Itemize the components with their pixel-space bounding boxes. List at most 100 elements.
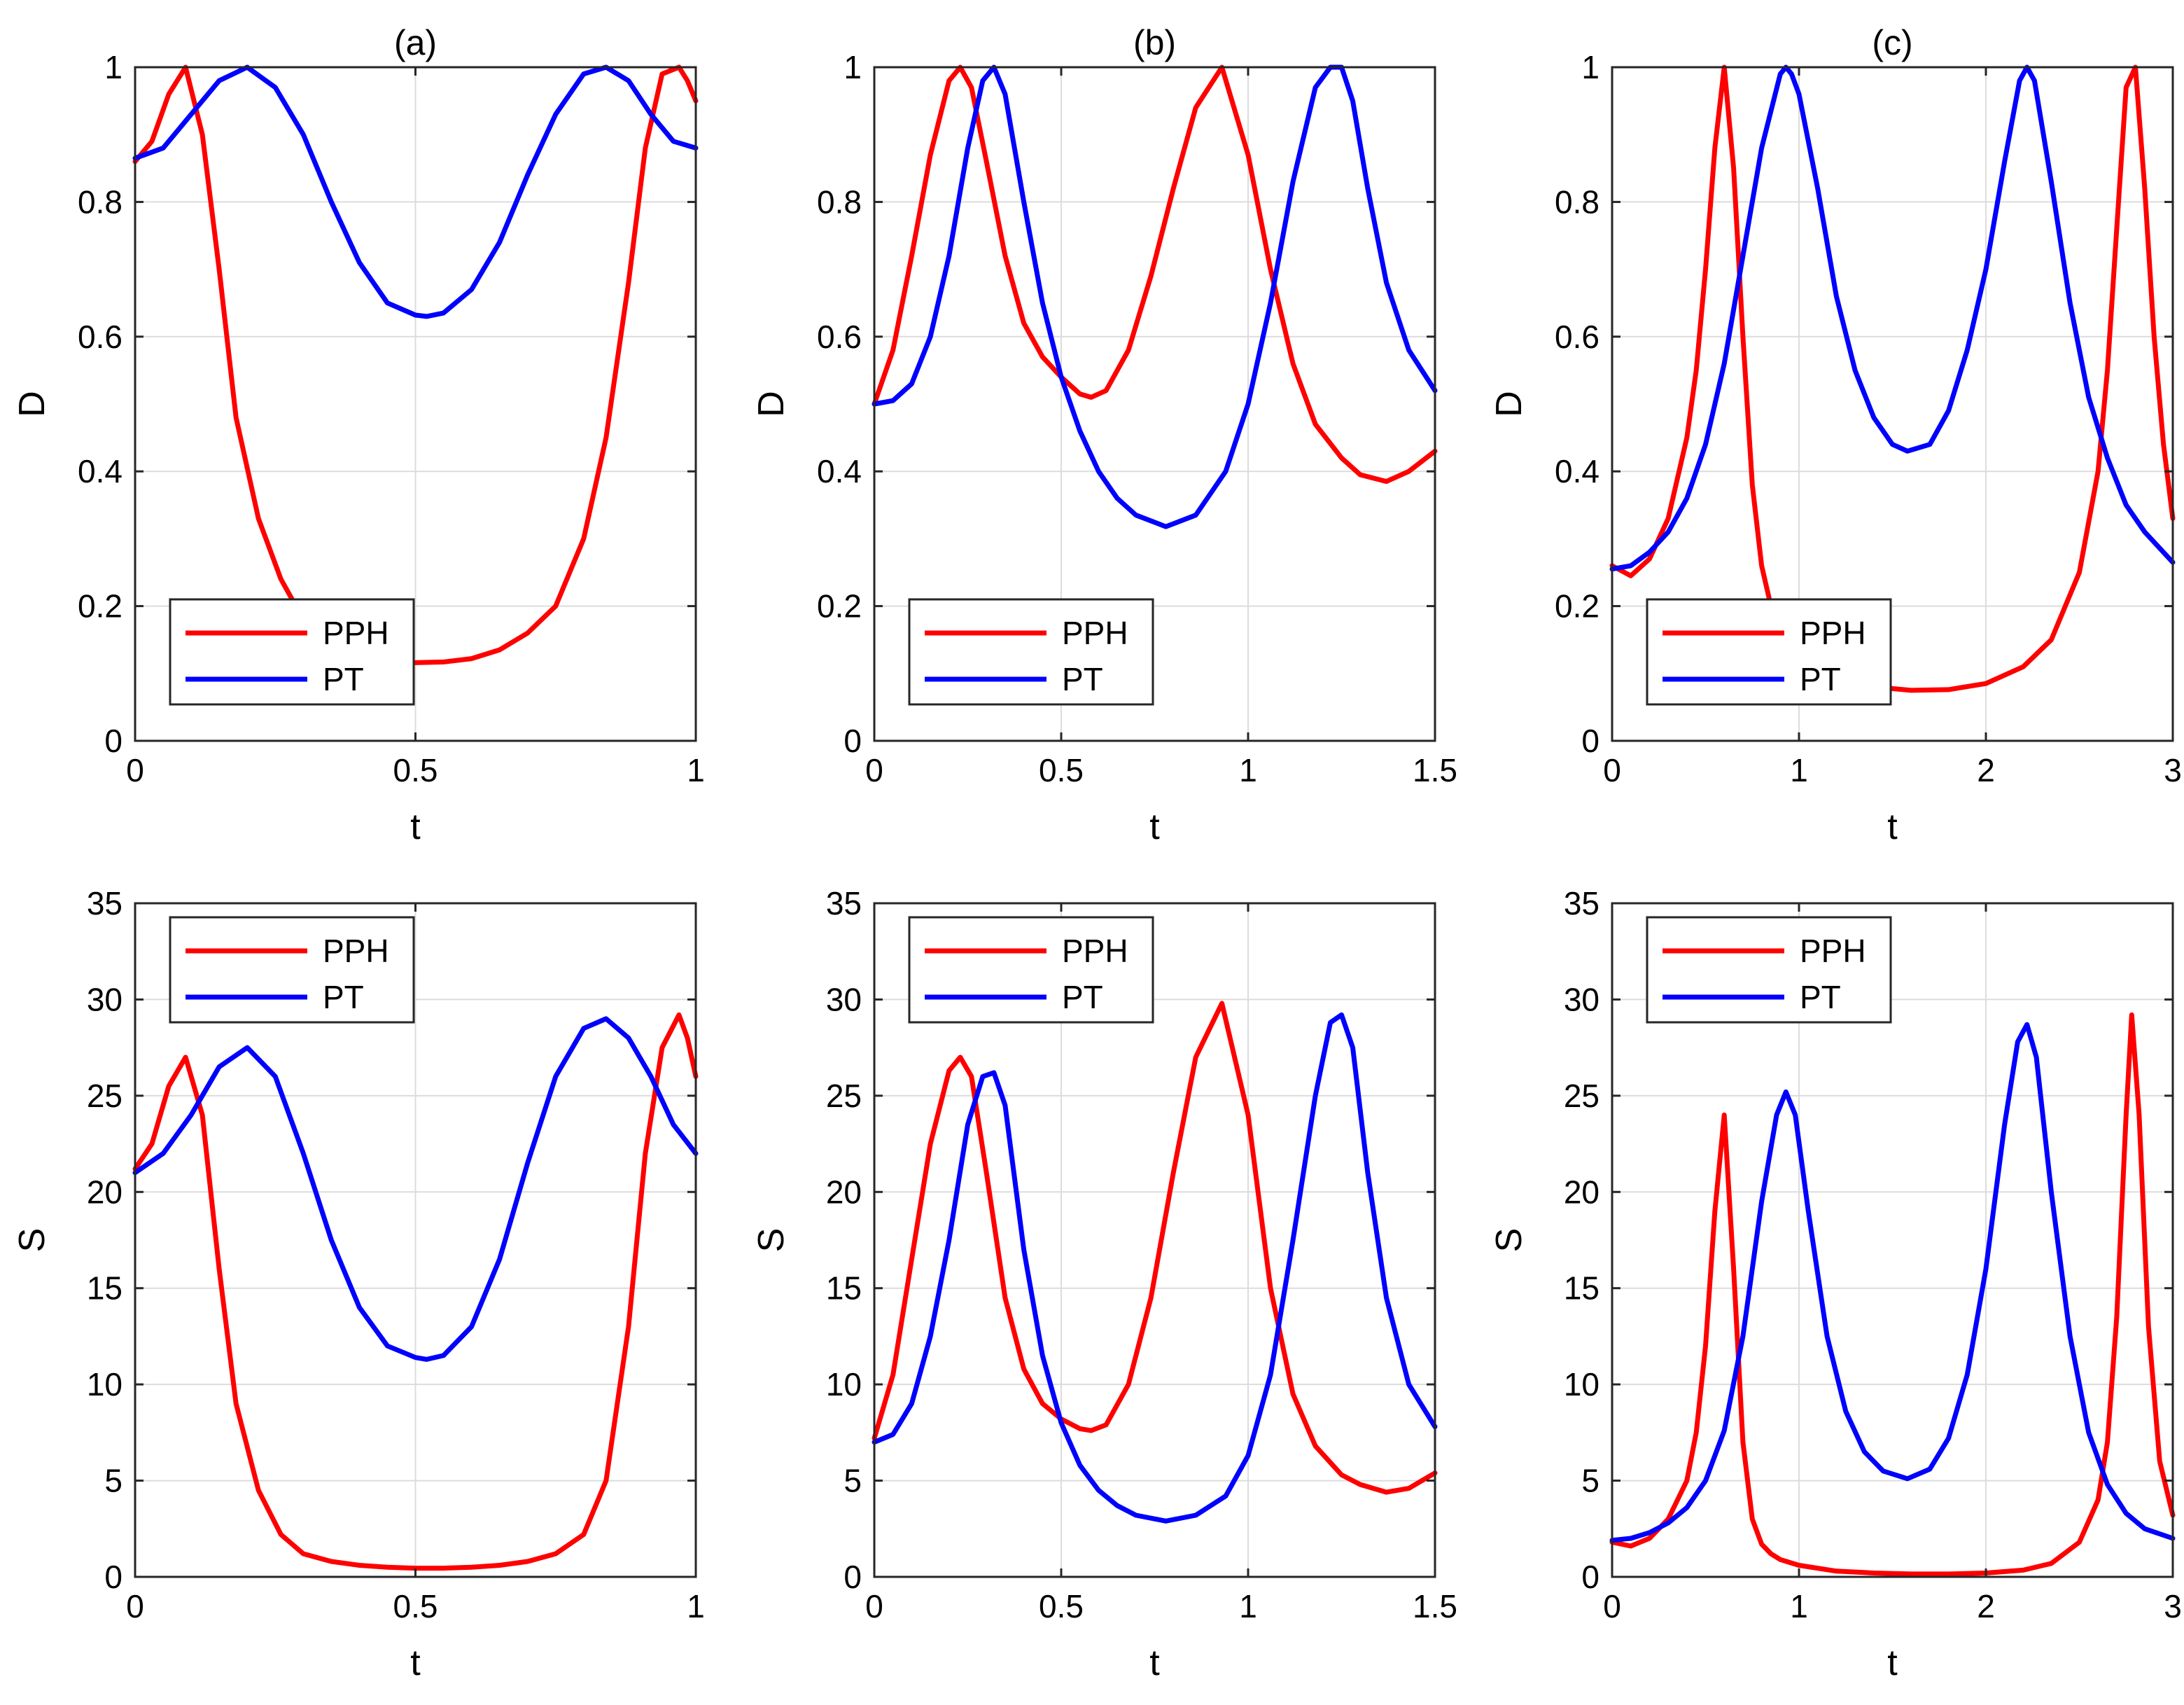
y-tick-label: 10 [1564,1366,1600,1403]
x-tick-label: 3 [2164,1588,2182,1624]
panel-title: (c) [1872,23,1912,62]
series-line-pt [872,1012,1438,1524]
y-tick-label: 0.2 [1555,588,1600,625]
y-tick-label: 25 [1564,1078,1600,1114]
y-tick-label: 0.8 [1555,183,1600,220]
axes-frame [1611,66,2174,742]
legend-label-pt: PT [1800,979,1841,1015]
y-tick-label: 0 [104,723,122,759]
x-axis-label: t [410,1643,421,1683]
series-line-pt [132,64,699,319]
y-tick-label: 10 [826,1366,862,1403]
y-tick-label: 0.8 [817,183,862,220]
y-tick-label: 0.4 [78,453,122,489]
x-axis-label: t [1887,807,1898,847]
y-axis-label: S [1489,1228,1530,1253]
y-axis-label: S [12,1228,52,1253]
x-tick-label: 0.5 [1039,752,1084,788]
series-line-pph [872,64,1438,485]
x-tick-label: 1.5 [1413,752,1457,788]
legend-label-pt: PT [323,979,364,1015]
axes-frame [873,66,1436,742]
series-line-pt [1609,64,2176,572]
legend-box [169,598,415,706]
series-line-pt [1609,1022,2176,1543]
y-tick-label: 35 [826,885,862,921]
y-tick-label: 35 [1564,885,1600,921]
y-axis-label: D [1489,391,1530,417]
y-tick-label: 0.6 [78,319,122,355]
legend-box [1646,598,1892,706]
y-tick-label: 20 [1564,1174,1600,1210]
legend-box [908,598,1154,706]
y-tick-label: 0.2 [78,588,122,625]
panel-b-D: 0 0.5 1 1.5 0 0.2 0.4 0.6 0.8 1 t D (b) PPH PT [751,23,1457,847]
series-line-pph [872,1001,1438,1495]
x-axis-label: t [1887,1643,1898,1683]
x-tick-label: 1 [1790,752,1808,788]
legend-label-pt: PT [1800,661,1841,697]
x-tick-label: 0 [1603,752,1621,788]
legend-label-pph: PPH [1062,933,1128,969]
x-tick-label: 0 [1603,1588,1621,1624]
legend-label-pph: PPH [1062,615,1128,651]
x-tick-label: 0 [865,1588,883,1624]
y-tick-label: 0.2 [817,588,862,625]
legend-label-pph: PPH [1800,933,1866,969]
legend: PPH PT [908,916,1154,1024]
y-axis-label: D [751,391,792,417]
series-line-pph [132,64,699,665]
legend-box [1646,916,1892,1024]
series-line-pph [1609,1012,2176,1577]
legend: PPH PT [169,598,415,706]
x-tick-label: 2 [1977,752,1995,788]
x-tick-label: 0 [865,752,883,788]
panel-title: (b) [1133,23,1176,62]
y-tick-label: 0.8 [78,183,122,220]
x-axis-label: t [410,807,421,847]
panel-c-D: 0 1 2 3 0 0.2 0.4 0.6 0.8 1 t D (c) PPH PT [1489,23,2182,847]
y-tick-label: 0 [1581,1559,1600,1595]
series-line-pt [872,64,1438,529]
x-axis-label: t [1149,1643,1160,1683]
panel-title: (a) [394,23,437,62]
y-tick-label: 15 [826,1270,862,1307]
panel-b-S: 0 0.5 1 1.5 0 5 10 15 20 25 30 35 t S PPH PT [751,885,1457,1683]
legend-label-pph: PPH [323,933,389,969]
y-tick-label: 5 [1581,1463,1600,1499]
y-tick-label: 0.6 [1555,319,1600,355]
series-line-pph [132,1012,699,1571]
y-axis-label: S [751,1228,792,1253]
axes-frame [873,902,1436,1578]
x-tick-label: 3 [2164,752,2182,788]
legend-label-pph: PPH [1800,615,1866,651]
x-tick-label: 1.5 [1413,1588,1457,1624]
x-tick-label: 1 [1239,752,1257,788]
panel-a-D: 0 0.5 1 0 0.2 0.4 0.6 0.8 1 t D (a) PPH PT [12,23,705,847]
series-line-pt [132,1016,699,1362]
y-axis-label: D [12,391,52,417]
y-tick-label: 30 [1564,981,1600,1017]
x-tick-label: 0.5 [393,1588,438,1624]
y-tick-label: 35 [87,885,122,921]
legend: PPH PT [1646,916,1892,1024]
x-tick-label: 1 [1790,1588,1808,1624]
y-tick-label: 5 [104,1463,122,1499]
y-tick-label: 20 [87,1174,122,1210]
legend: PPH PT [908,598,1154,706]
legend-label-pt: PT [1062,979,1103,1015]
y-tick-label: 5 [844,1463,862,1499]
y-tick-label: 0.6 [817,319,862,355]
y-tick-label: 25 [87,1078,122,1114]
x-tick-label: 0.5 [1039,1588,1084,1624]
y-tick-label: 15 [87,1270,122,1307]
legend: PPH PT [169,916,415,1024]
y-tick-label: 30 [87,981,122,1017]
x-tick-label: 2 [1977,1588,1995,1624]
y-tick-label: 30 [826,981,862,1017]
legend-label-pph: PPH [323,615,389,651]
y-tick-label: 0 [104,1559,122,1595]
y-tick-label: 25 [826,1078,862,1114]
x-tick-label: 1 [1239,1588,1257,1624]
